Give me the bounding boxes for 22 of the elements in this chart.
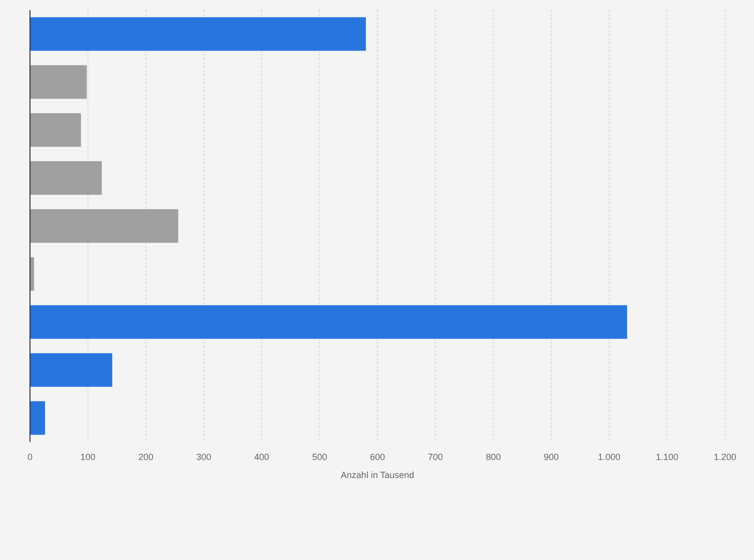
x-tick-label: 100	[80, 452, 96, 462]
x-tick-label: 600	[370, 452, 386, 462]
x-axis-title: Anzahl in Tausend	[340, 470, 414, 480]
bar	[30, 65, 87, 99]
x-tick-label: 1.200	[714, 452, 736, 462]
bar	[30, 305, 628, 339]
x-tick-label: 0	[27, 452, 33, 462]
bar	[30, 209, 178, 243]
x-tick-label: 200	[138, 452, 154, 462]
x-tick-label: 800	[486, 452, 501, 462]
x-tick-label: 900	[544, 452, 559, 462]
bar	[30, 113, 81, 147]
x-tick-label: 700	[428, 452, 443, 462]
bar	[30, 401, 46, 435]
bar	[30, 353, 112, 387]
x-tick-label: 500	[312, 452, 328, 462]
x-tick-label: 1.100	[656, 452, 678, 462]
x-tick-label: 1.000	[598, 452, 620, 462]
x-tick-label: 300	[196, 452, 212, 462]
bar	[30, 161, 102, 195]
bar	[30, 17, 366, 51]
x-tick-label: 400	[254, 452, 270, 462]
